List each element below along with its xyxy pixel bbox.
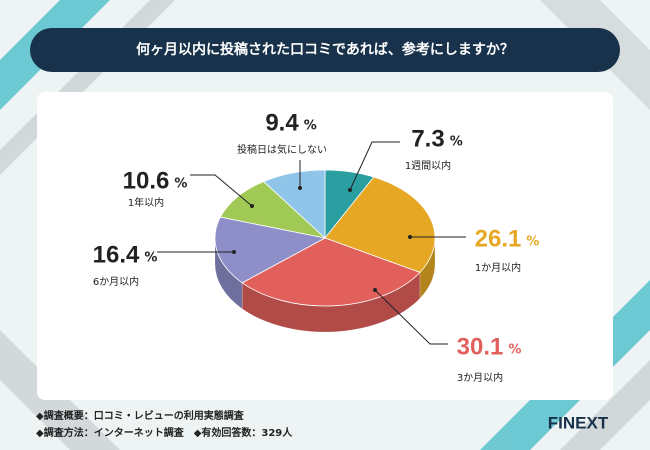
leader-dot xyxy=(408,235,412,239)
leader-line xyxy=(374,289,448,345)
category-label: 3か月以内 xyxy=(457,371,503,384)
leader-dot xyxy=(348,188,352,192)
leader-line xyxy=(190,174,253,207)
leader-dot xyxy=(250,204,254,208)
category-label: 1か月以内 xyxy=(475,261,521,274)
value-unit: % xyxy=(526,235,539,250)
value-unit: % xyxy=(174,177,187,192)
note: ◆調査概要：口コミ・レビューの利用実態調査 xyxy=(36,409,245,422)
category-label: 投稿日は気にしない xyxy=(237,143,327,156)
note: ◆調査方法：インターネット調査 ◆有効回答数：329人 xyxy=(36,426,293,439)
leader-dot xyxy=(298,186,302,190)
category-label: 1年以内 xyxy=(128,196,164,209)
value-unit: % xyxy=(304,119,317,134)
pie xyxy=(214,169,436,333)
value-label: 9.4 xyxy=(265,109,299,136)
slice xyxy=(219,181,327,239)
leader-line xyxy=(349,141,400,191)
leader-dot xyxy=(373,288,377,292)
title-bar xyxy=(30,28,620,72)
value-label: 30.1 xyxy=(457,333,504,360)
category-label: 6か月以内 xyxy=(93,275,139,288)
value-label: 7.3 xyxy=(411,125,444,152)
value-label: 10.6 xyxy=(123,167,170,194)
category-label: 1週間以内 xyxy=(405,159,451,172)
leader-dot xyxy=(232,250,236,254)
value-label: 16.4 xyxy=(93,241,140,268)
slice xyxy=(262,169,326,239)
value-unit: % xyxy=(144,251,157,266)
logo: FINEXT xyxy=(548,413,609,432)
value-unit: % xyxy=(450,135,463,150)
value-unit: % xyxy=(508,343,521,358)
labels: 7.3 % 1週間以内 26.1 % 1か月以内 30.1 % 3か月以内 16.4 % 6か月以内 1… xyxy=(93,109,540,384)
chart-title: 何ヶ月以内に投稿された口コミであれば、参考にしますか？ xyxy=(136,41,514,58)
value-label: 26.1 xyxy=(475,225,522,252)
slice xyxy=(324,176,436,273)
